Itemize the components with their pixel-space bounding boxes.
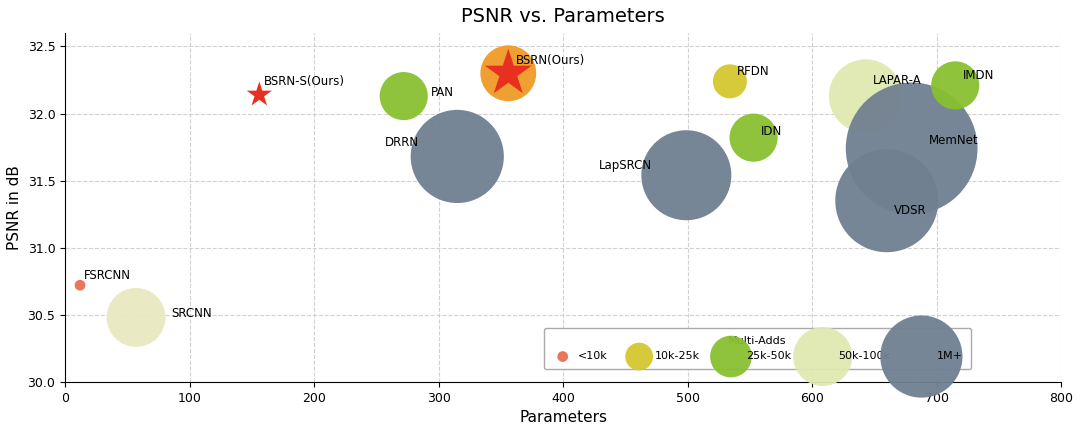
Text: IMDN: IMDN (962, 69, 994, 82)
Point (721, 78, 739, 85)
Text: VDSR: VDSR (894, 204, 927, 217)
Point (71, 282, 89, 289)
Text: SRCNN: SRCNN (171, 308, 212, 321)
Point (448, 153, 465, 160)
Point (903, 145, 920, 152)
X-axis label: Parameters: Parameters (519, 410, 607, 425)
Point (745, 134, 762, 141)
Text: FSRCNN: FSRCNN (84, 269, 131, 282)
Point (395, 92, 413, 99)
Point (251, 91, 268, 98)
Point (946, 82, 963, 89)
Point (500, 70, 517, 77)
Point (127, 314, 145, 321)
Title: PSNR vs. Parameters: PSNR vs. Parameters (461, 7, 665, 26)
Text: MemNet: MemNet (929, 134, 978, 147)
Text: PAN: PAN (431, 86, 454, 99)
Point (856, 92, 874, 99)
Y-axis label: PSNR in dB: PSNR in dB (6, 165, 22, 250)
Legend: <10k, 10k-25k, 25k-50k, 50k-100k, 1M+: <10k, 10k-25k, 25k-50k, 50k-100k, 1M+ (544, 328, 971, 369)
Text: DRRN: DRRN (386, 136, 419, 149)
Text: BSRN(Ours): BSRN(Ours) (516, 54, 585, 67)
Point (500, 70, 517, 77)
Text: BSRN-S(Ours): BSRN-S(Ours) (265, 75, 346, 89)
Text: LAPAR-A: LAPAR-A (873, 74, 922, 87)
Text: IDN: IDN (761, 125, 782, 138)
Point (878, 197, 895, 204)
Text: LapSRCN: LapSRCN (599, 159, 652, 172)
Point (677, 172, 694, 179)
Text: RFDN: RFDN (738, 65, 770, 78)
